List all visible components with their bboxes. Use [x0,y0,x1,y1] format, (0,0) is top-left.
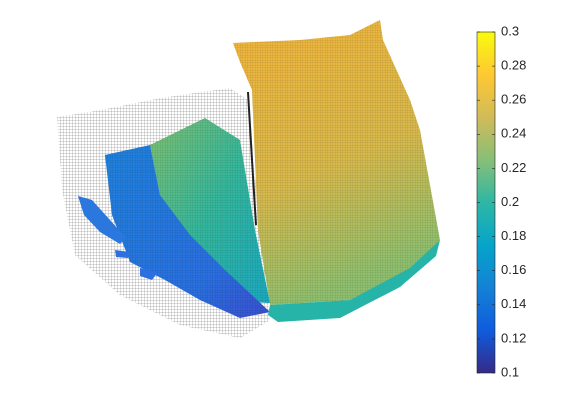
colorbar-tick-label: 0.12 [501,330,526,345]
surface-middle-mesh [150,118,270,303]
surface-left-mesh [105,145,270,318]
surface-blob [140,268,158,280]
colorbar-tick-label: 0.3 [501,23,519,38]
colorbar-tick-label: 0.24 [501,126,526,141]
colorbar-tick-label: 0.16 [501,262,526,277]
surface-blob [115,250,130,258]
colorbar-tick-label: 0.28 [501,58,526,73]
colorbar-tick-label: 0.18 [501,228,526,243]
colorbar-tick-label: 0.22 [501,160,526,175]
colorbar: 0.1 0.12 0.14 0.16 0.18 0.2 0.22 0.24 0.26 0.28 0.… [476,23,526,379]
mesh-fold [247,91,257,226]
surface-edge [268,240,440,322]
colorbar-tick-label: 0.1 [501,364,519,379]
colorbar-tick-label: 0.14 [501,296,526,311]
surface-blob [78,196,126,244]
colorbar-tick-label: 0.26 [501,92,526,107]
surface-right-mesh [233,20,440,305]
colorbar-tick-label: 0.2 [501,194,519,209]
surface [57,20,440,338]
